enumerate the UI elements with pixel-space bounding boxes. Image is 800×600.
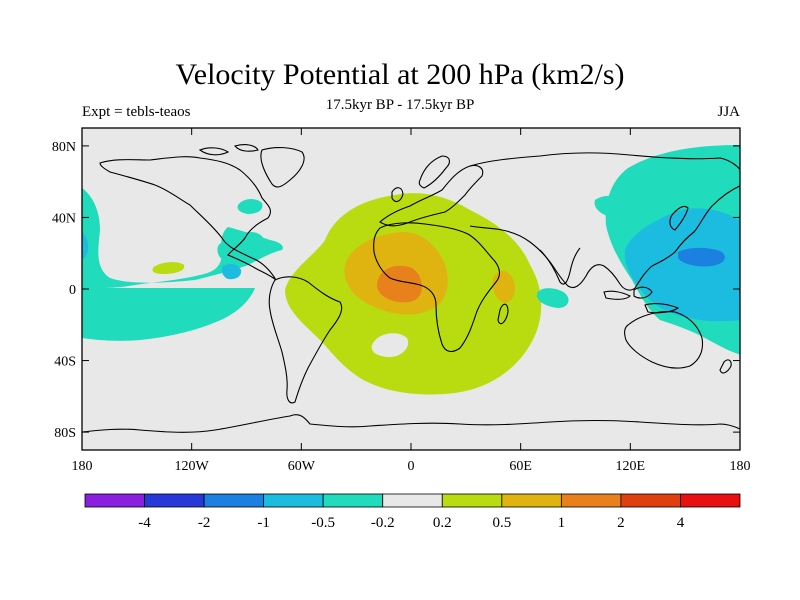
colorbar-label: -2 [198,515,211,531]
colorbar-label: 0.2 [433,515,452,531]
colorbar-label: -1 [257,515,270,531]
coastline-africa [373,222,501,353]
lon-tick-label: 120E [616,459,646,474]
experiment-label: Expt = tebls-teaos [82,104,191,120]
negative-region-west-pacific-0.5 [624,208,740,322]
colorbar-swatch [620,493,681,508]
map-title: Velocity Potential at 200 hPa (km2/s) [175,58,625,91]
negative-region-central-america-0.5 [221,263,242,280]
colorbar-label: 0.5 [492,515,511,531]
shaded-fields [82,145,740,395]
lon-tick-label: 120W [175,459,210,474]
coastline-india [539,247,581,285]
positive-region-small [152,262,185,274]
coastline-north-america [99,156,277,281]
coastline-japan [669,205,689,231]
season-label: JJA [717,104,740,120]
coastline-australia [624,311,704,369]
colorbar-label: 1 [558,515,566,531]
lat-tick-label: 80S [54,426,76,441]
colorbar-swatch [382,493,443,508]
positive-region-1 [377,265,422,303]
lon-tick-label: 60E [509,459,532,474]
coastline-uk [391,187,404,203]
colorbar-swatch [144,493,205,508]
negative-region-east-pacific [82,188,283,288]
coastline-arctic-islands [198,144,259,156]
negative-region-ne-extension [594,195,625,217]
colorbar-swatch [680,493,741,508]
colorbar-swatch [84,493,145,508]
longitude-axis: 180 120W 60W 0 60E 120E 180 [72,128,751,474]
lat-tick-label: 40S [54,355,76,370]
latitude-axis: 80N 40N 0 40S 80S [52,140,740,441]
colorbar: -4 -2 -1 -0.5 -0.2 0.2 0.5 1 2 4 [84,493,741,531]
coastline-europe [379,164,484,227]
colorbar-label: 2 [617,515,625,531]
lon-tick-label: 60W [288,459,316,474]
lat-tick-label: 0 [69,283,76,298]
lon-tick-label: 0 [408,459,415,474]
lat-tick-label: 80N [52,140,76,155]
negative-region-west-pacific-1 [678,247,725,267]
coastlines [82,144,740,433]
colorbar-swatch [322,493,384,508]
coastline-south-america [268,276,343,404]
colorbar-swatch [501,493,562,508]
map-subtitle: 17.5kyr BP - 17.5kyr BP [325,97,475,113]
coastline-new-zealand [719,359,732,374]
colorbar-swatch [560,493,622,508]
colorbar-label: -0.5 [311,515,335,531]
colorbar-swatch [441,493,503,508]
negative-region-indian-ocean [536,288,569,308]
coastline-scandinavia [418,155,451,189]
colorbar-label: 4 [677,515,685,531]
coastline-greenland [260,147,305,188]
negative-region-dateline-0.5 [82,232,89,259]
lat-tick-label: 40N [52,211,76,226]
negative-region-east-pacific-south [82,288,255,341]
lon-tick-label: 180 [72,459,93,474]
coastline-madagascar [497,303,509,325]
coastline-antarctica [82,414,740,433]
colorbar-label: -4 [138,515,151,531]
colorbar-label: -0.2 [371,515,395,531]
negative-region-nw-atlantic [237,199,263,214]
lon-tick-label: 180 [730,459,751,474]
coastline-asia [469,152,740,291]
neutral-hole [371,333,409,358]
colorbar-swatch [203,493,265,508]
negative-region-central-america [217,232,265,262]
colorbar-swatch [263,493,324,508]
